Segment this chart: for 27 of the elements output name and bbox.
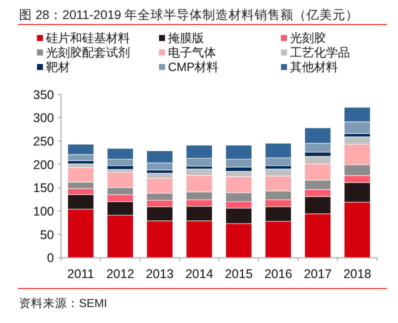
y-tick-label: 0 (47, 251, 54, 266)
y-tick-label: 100 (33, 204, 54, 219)
legend-label: 电子气体 (168, 46, 216, 60)
y-tick-label: 250 (33, 134, 54, 148)
y-tick-label: 200 (33, 158, 54, 172)
legend-label: 其他材料 (290, 60, 338, 74)
x-tick-label: 2014 (185, 267, 214, 281)
x-tick-label: 2017 (304, 267, 332, 281)
annotation: 资料来源：SEMI (19, 298, 108, 310)
y-tick-label: 50 (40, 228, 54, 242)
legend-label: 靶材 (46, 60, 70, 74)
x-tick-label: 2018 (343, 267, 372, 281)
x-tick-label: 2012 (106, 267, 134, 281)
legend-label: 掩膜版 (168, 31, 204, 45)
y-tick-label: 350 (33, 88, 54, 102)
x-tick-label: 2015 (224, 267, 253, 281)
y-tick-label: 150 (33, 181, 54, 196)
x-tick-label: 2013 (146, 267, 174, 281)
x-tick-label: 2016 (264, 267, 292, 281)
legend-label: 光刻胶 (290, 31, 326, 45)
x-tick-label: 2011 (67, 267, 94, 281)
y-tick-label: 300 (33, 111, 54, 126)
legend-label: CMP材料 (168, 60, 219, 74)
legend-label: 光刻胶配套试剂 (46, 46, 130, 60)
title: 图 28：2011-2019 年全球半导体制造材料销售额（亿美元） (19, 8, 359, 22)
legend-label: 工艺化学品 (290, 46, 350, 60)
legend-label: 硅片和硅基材料 (45, 31, 130, 45)
